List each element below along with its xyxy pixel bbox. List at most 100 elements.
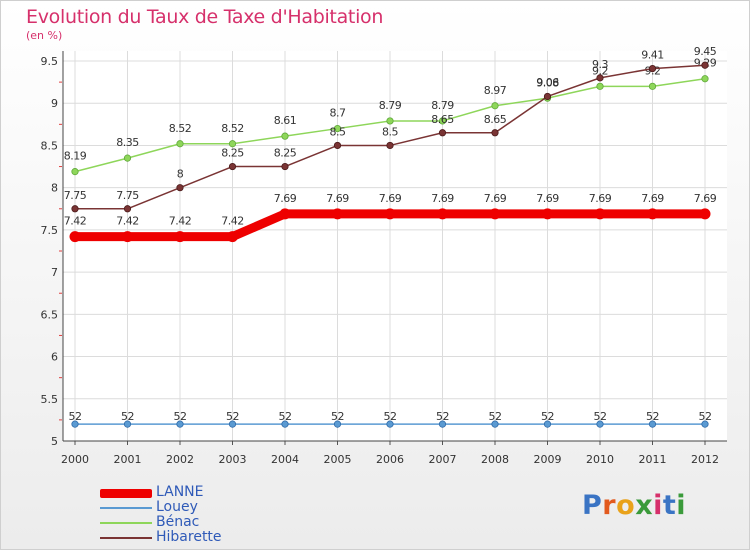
data-point xyxy=(701,420,709,428)
x-tick-label: 2001 xyxy=(114,453,142,466)
data-point xyxy=(123,420,132,428)
data-point xyxy=(647,208,658,220)
data-label: 8.19 xyxy=(64,150,87,163)
data-point xyxy=(123,205,132,213)
y-tick-label: 6.5 xyxy=(41,308,59,321)
data-label: 7.42 xyxy=(64,215,87,228)
data-label: 8.52 xyxy=(221,122,244,135)
logo-letter: x xyxy=(635,490,654,521)
data-label: 7.69 xyxy=(694,192,717,205)
y-tick-label: 5 xyxy=(51,435,58,448)
x-tick-label: 2012 xyxy=(691,453,719,466)
data-point xyxy=(333,420,342,428)
data-label: 9.08 xyxy=(536,76,559,89)
data-point xyxy=(69,231,81,243)
data-label: 52 xyxy=(384,410,397,423)
chart-title: Evolution du Taux de Taxe d'Habitation xyxy=(26,6,384,28)
x-tick-label: 2006 xyxy=(376,453,404,466)
data-label: 52 xyxy=(541,410,554,423)
data-point xyxy=(386,420,394,428)
data-point xyxy=(227,231,238,243)
legend-swatch xyxy=(100,507,152,509)
data-label: 8.35 xyxy=(116,136,139,149)
data-label: 8.5 xyxy=(382,125,398,138)
data-label: 8.97 xyxy=(484,84,507,97)
y-tick-label: 8.5 xyxy=(41,139,59,152)
logo-letter: r xyxy=(602,490,617,521)
data-point xyxy=(281,420,289,428)
data-label: 52 xyxy=(331,410,344,423)
data-point xyxy=(543,92,552,101)
data-point xyxy=(71,205,79,213)
y-tick-label: 9.5 xyxy=(41,55,59,68)
legend-swatch xyxy=(100,537,152,539)
data-point xyxy=(332,208,343,220)
data-label: 52 xyxy=(174,410,187,423)
x-tick-label: 2003 xyxy=(219,453,247,466)
data-point xyxy=(542,208,553,220)
data-label: 9.41 xyxy=(641,49,664,62)
data-label: 7.69 xyxy=(641,192,664,205)
x-tick-label: 2005 xyxy=(324,453,352,466)
y-tick-label: 7 xyxy=(51,266,58,279)
plot-area xyxy=(63,51,727,441)
x-tick-label: 2008 xyxy=(481,453,509,466)
x-tick-label: 2007 xyxy=(429,453,457,466)
data-point xyxy=(176,140,184,148)
data-label: 7.69 xyxy=(379,192,402,205)
data-label: 7.69 xyxy=(274,192,297,205)
data-point xyxy=(648,420,657,428)
data-point xyxy=(648,82,657,90)
data-point xyxy=(333,141,342,150)
y-tick-label: 8 xyxy=(51,182,58,195)
legend-label: Hibarette xyxy=(156,529,222,545)
data-point xyxy=(281,162,289,171)
legend-label: LANNE xyxy=(156,484,204,500)
x-tick-label: 2000 xyxy=(61,453,89,466)
data-label: 52 xyxy=(699,410,712,423)
data-point xyxy=(438,420,447,428)
data-point xyxy=(438,129,447,137)
data-label: 9.06 xyxy=(536,76,559,89)
legend-label: Louey xyxy=(156,499,198,515)
logo-letter: i xyxy=(653,490,663,521)
x-tick-label: 2009 xyxy=(534,453,562,466)
data-label: 52 xyxy=(489,410,502,423)
logo-letter: t xyxy=(662,490,677,521)
data-label: 9.2 xyxy=(592,64,608,77)
data-point xyxy=(176,184,184,192)
data-point xyxy=(438,117,447,125)
data-label: 7.42 xyxy=(169,215,192,228)
data-label: 8.65 xyxy=(431,113,454,126)
data-point xyxy=(701,75,709,83)
x-tick-label: 2010 xyxy=(586,453,614,466)
data-label: 8.79 xyxy=(379,99,402,112)
y-tick-label: 9 xyxy=(51,97,58,110)
logo-letter: i xyxy=(676,490,687,521)
y-tick-label: 6 xyxy=(51,351,58,364)
data-label: 7.69 xyxy=(484,192,507,205)
data-label: 7.69 xyxy=(536,192,559,205)
x-tick-label: 2011 xyxy=(639,453,667,466)
data-label: 8.65 xyxy=(484,113,507,126)
legend-swatch xyxy=(100,522,152,524)
logo-letter: P xyxy=(582,490,603,521)
data-label: 52 xyxy=(226,410,239,423)
data-point xyxy=(491,129,499,137)
data-point xyxy=(491,420,499,428)
data-label: 9.45 xyxy=(694,45,717,58)
data-point xyxy=(701,61,709,69)
legend-label: Bénac xyxy=(156,514,200,530)
data-label: 52 xyxy=(121,410,134,423)
data-label: 7.42 xyxy=(221,215,244,228)
data-label: 8.5 xyxy=(330,125,346,138)
data-point xyxy=(386,141,394,150)
data-point xyxy=(71,168,79,176)
data-point xyxy=(596,82,604,90)
data-point xyxy=(228,162,237,171)
data-point xyxy=(596,74,604,82)
legend-swatch xyxy=(100,488,152,498)
data-label: 8 xyxy=(177,168,184,181)
data-point xyxy=(386,117,394,125)
data-label: 7.69 xyxy=(589,192,612,205)
